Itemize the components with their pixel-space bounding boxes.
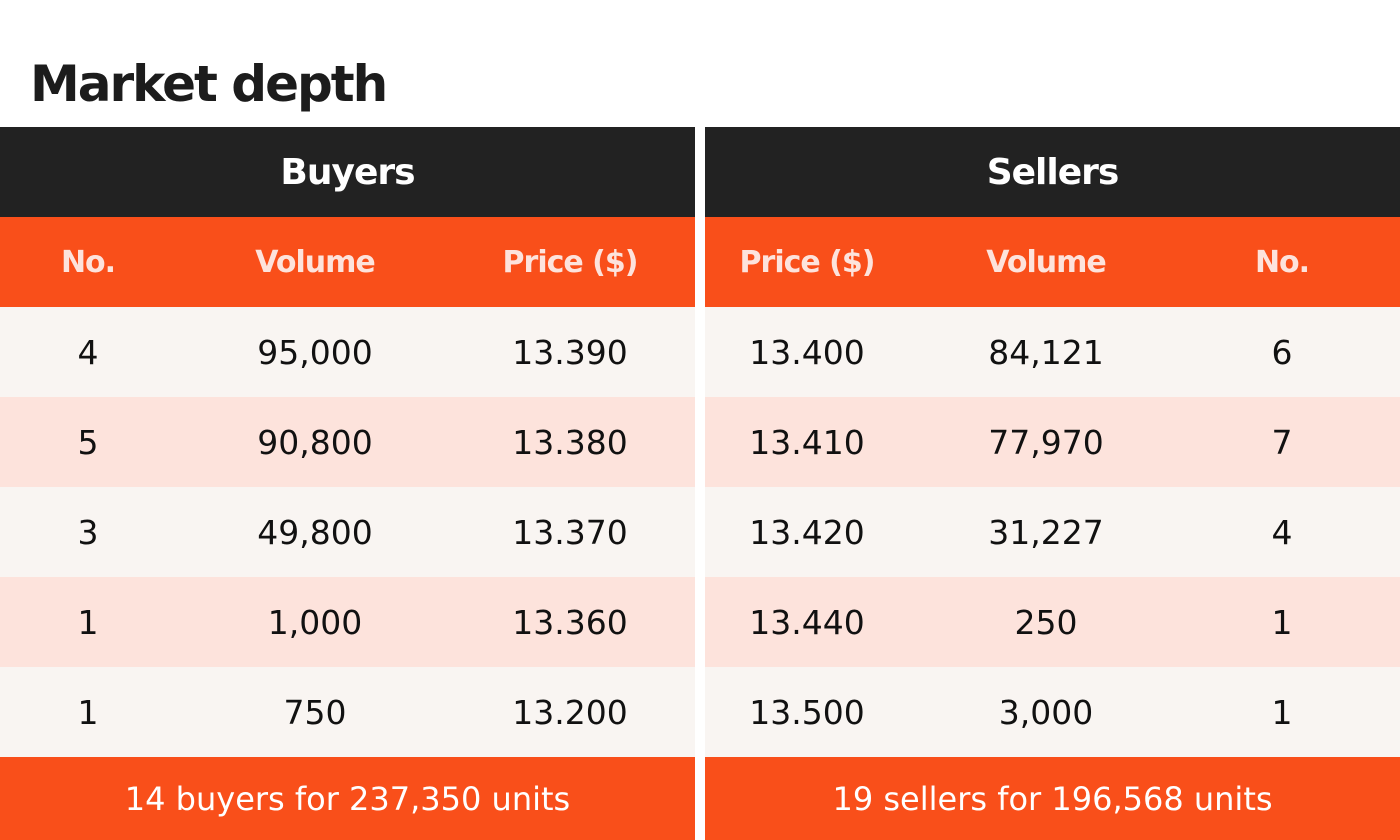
table-cell: 77,970 [988,422,1104,462]
table-row: 5 90,800 13.380 [0,397,695,487]
table-row: 3 49,800 13.370 [0,487,695,577]
table-cell: 6 [1271,332,1293,372]
table-cell: 49,800 [257,512,373,552]
table-cell: 13.360 [512,602,628,642]
table-cell: 3,000 [998,692,1094,732]
table-cell: 90,800 [257,422,373,462]
table-cell: 13.500 [749,692,865,732]
table-row: 4 95,000 13.390 [0,307,695,397]
table-cell: 13.400 [749,332,865,372]
table-cell: 1 [1271,602,1293,642]
table-cell: 1 [77,602,99,642]
table-cell: 1,000 [267,602,363,642]
table-cell: 1 [1271,692,1293,732]
footer-text: 19 sellers for 196,568 units [832,779,1273,818]
table-cell: 7 [1271,422,1293,462]
panel-footer: 14 buyers for 237,350 units [0,757,695,840]
page-title: Market depth [30,55,388,113]
table-cell: 750 [283,692,347,732]
table-row: 13.500 3,000 1 [705,667,1400,757]
table-cell: 13.370 [512,512,628,552]
table-row: 13.410 77,970 7 [705,397,1400,487]
column-header: Price ($) [502,244,639,280]
column-header: No. [60,244,116,280]
column-header: Price ($) [739,244,876,280]
table-cell: 13.380 [512,422,628,462]
buyers-table: Buyers No. Volume Price ($) 4 95,000 13.390 5 90… [0,127,695,840]
panel-header: Buyers [0,127,695,217]
panel-footer: 19 sellers for 196,568 units [705,757,1400,840]
column-header-row: Price ($) Volume No. [705,217,1400,307]
table-cell: 13.390 [512,332,628,372]
table-row: 13.400 84,121 6 [705,307,1400,397]
panel-header: Sellers [705,127,1400,217]
sellers-table: Sellers Price ($) Volume No. 13.400 84,121 6 13… [705,127,1400,840]
table-cell: 13.410 [749,422,865,462]
column-header: Volume [255,244,375,280]
panel-title: Buyers [280,151,415,193]
table-cell: 4 [1271,512,1293,552]
footer-text: 14 buyers for 237,350 units [124,779,571,818]
table-cell: 5 [77,422,99,462]
column-header-row: No. Volume Price ($) [0,217,695,307]
table-cell: 31,227 [988,512,1104,552]
table-row: 13.420 31,227 4 [705,487,1400,577]
column-header: Volume [986,244,1106,280]
column-header: No. [1254,244,1310,280]
table-cell: 13.200 [512,692,628,732]
panel-title: Sellers [986,151,1120,193]
table-cell: 13.440 [749,602,865,642]
table-row: 1 1,000 13.360 [0,577,695,667]
table-cell: 1 [77,692,99,732]
table-row: 1 750 13.200 [0,667,695,757]
table-row: 13.440 250 1 [705,577,1400,667]
table-cell: 84,121 [988,332,1104,372]
table-cell: 3 [77,512,99,552]
table-cell: 95,000 [257,332,373,372]
table-cell: 250 [1014,602,1078,642]
table-cell: 13.420 [749,512,865,552]
table-cell: 4 [77,332,99,372]
